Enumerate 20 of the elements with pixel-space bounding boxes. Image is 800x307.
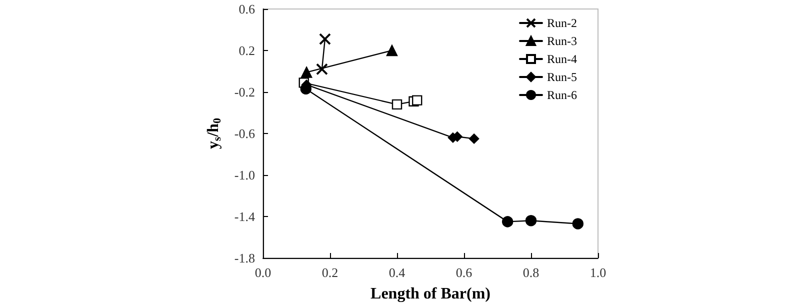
y-tick-label: -1.0 (234, 168, 255, 182)
legend-label: Run-3 (547, 34, 577, 48)
legend-label: Run-5 (547, 70, 577, 84)
y-axis-title: ys/h0 (205, 117, 224, 150)
x-tick-label: 1.0 (590, 265, 606, 280)
x-tick-label: 0.2 (322, 265, 338, 280)
y-tick-label: -0.6 (234, 126, 256, 141)
legend-label: Run-2 (547, 16, 577, 30)
x-tick-label: 0.4 (388, 265, 406, 280)
x-tick-label: 0.8 (522, 265, 540, 280)
y-tick-label: 0.2 (238, 43, 255, 58)
x-axis-title: Length of Bar(m) (370, 286, 490, 302)
legend-label: Run-6 (547, 88, 577, 102)
y-tick-label: 0.6 (238, 2, 256, 16)
y-tick-label: -1.8 (234, 250, 255, 266)
x-tick-label: 0.6 (456, 265, 473, 280)
legend-label: Run-4 (547, 52, 577, 66)
y-tick-label: -1.4 (234, 209, 256, 224)
y-tick-label: -0.2 (234, 84, 255, 100)
x-tick-label: 0.0 (254, 265, 272, 280)
